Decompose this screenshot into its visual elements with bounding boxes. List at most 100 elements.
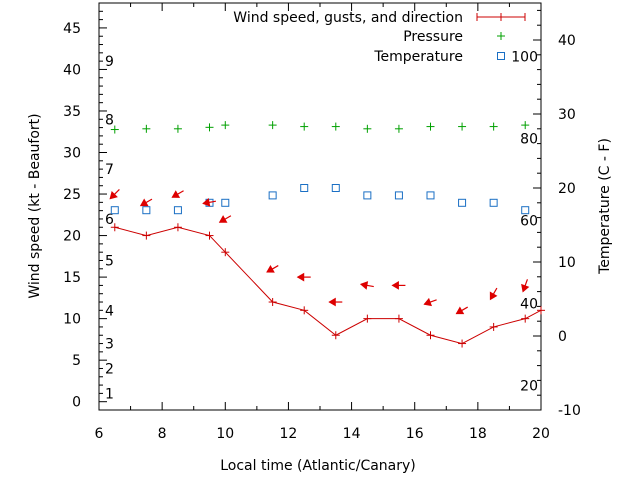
beaufort-label: 9 xyxy=(105,54,114,70)
y-axis-right-title: Temperature (C - F) xyxy=(597,138,613,275)
wind-direction-arrow xyxy=(202,198,217,207)
wind-speed-point xyxy=(537,306,545,315)
arrow-head xyxy=(328,297,336,307)
beaufort-label: 1 xyxy=(105,386,114,402)
arrow-head xyxy=(455,306,465,315)
temperature-point xyxy=(142,206,151,215)
legend: Wind speed, gusts, and direction Pressur… xyxy=(233,10,526,65)
wind-speed-point xyxy=(110,223,119,232)
y-left-tick-label: 35 xyxy=(63,104,81,120)
wind-speed-point xyxy=(489,322,498,331)
temperature-point xyxy=(458,198,467,207)
arrow-head xyxy=(423,297,432,307)
arrow-head xyxy=(391,281,399,290)
legend-temperature-label: Temperature xyxy=(373,49,463,65)
arrow-head xyxy=(489,291,498,301)
wind-direction-arrow xyxy=(218,215,232,223)
y-axis-left-title: Wind speed (kt - Beaufort) xyxy=(27,113,43,298)
wind-speed-point xyxy=(268,298,277,307)
y-right-tick-label: 30 xyxy=(558,107,576,123)
pressure-point xyxy=(110,125,119,134)
wind-direction-arrow xyxy=(455,306,469,315)
wind-direction-arrow xyxy=(266,265,279,273)
y-left-tick-label: 0 xyxy=(72,395,81,411)
x-tick-label: 14 xyxy=(343,426,361,442)
wind-direction-arrow xyxy=(521,279,530,293)
beaufort-label: 6 xyxy=(105,212,114,228)
fahrenheit-label: 100 xyxy=(511,49,538,65)
arrow-head xyxy=(202,198,211,207)
wind-speed-point xyxy=(221,248,230,257)
arrow-head xyxy=(218,215,228,223)
y-left-tick-label: 25 xyxy=(63,187,81,203)
pressure-point xyxy=(142,124,151,133)
axes-layer: 6 8 10 12 14 16 18 20051015202530354045-1001020… xyxy=(63,2,581,442)
pressure-point xyxy=(268,121,277,130)
fahrenheit-label: 20 xyxy=(520,379,538,395)
wind-direction-arrow xyxy=(359,281,374,290)
x-axis-title: Local time (Atlantic/Canary) xyxy=(220,458,416,474)
temperature-point xyxy=(221,198,230,207)
arrow-head xyxy=(296,272,305,282)
y-left-tick-label: 10 xyxy=(63,312,81,328)
arrow-head xyxy=(171,190,181,198)
pressure-point xyxy=(426,122,435,131)
temperature-point xyxy=(173,206,182,215)
temperature-point xyxy=(300,184,309,192)
y-left-tick-label: 45 xyxy=(63,21,81,37)
wind-direction-arrow xyxy=(391,281,406,290)
pressure-point xyxy=(458,122,467,131)
legend-pressure-marker xyxy=(497,32,505,40)
y-left-tick-label: 30 xyxy=(63,146,81,162)
temperature-point xyxy=(363,191,372,200)
pressure-point xyxy=(363,124,372,133)
wind-direction-arrow xyxy=(489,287,498,301)
y-right-tick-label: 40 xyxy=(558,33,576,49)
wind-speed-point xyxy=(142,231,151,240)
legend-wind-marker xyxy=(497,13,505,21)
wind-speed-line xyxy=(114,226,542,345)
wind-speed-point xyxy=(331,331,340,340)
beaufort-label: 8 xyxy=(105,112,114,128)
temperature-point xyxy=(268,191,277,200)
beaufort-label: 7 xyxy=(105,162,114,178)
plot-frame xyxy=(98,2,542,411)
wind-speed-point xyxy=(363,314,372,323)
pressure-point xyxy=(394,124,403,133)
pressure-point xyxy=(331,122,340,131)
x-tick-label: 16 xyxy=(406,426,424,442)
y-left-tick-label: 40 xyxy=(63,62,81,78)
arrow-head xyxy=(266,265,275,273)
pressure-point xyxy=(300,122,309,131)
legend-wind-label: Wind speed, gusts, and direction xyxy=(233,10,463,26)
arrow-head xyxy=(139,198,149,207)
fahrenheit-label: 80 xyxy=(520,131,538,147)
pressure-point xyxy=(221,121,230,130)
wind-direction-arrow xyxy=(296,272,311,282)
temperature-point xyxy=(426,191,435,200)
temperature-point xyxy=(489,198,498,207)
wind-direction-arrow xyxy=(328,297,343,307)
wind-speed-point xyxy=(300,306,309,315)
temperature-point xyxy=(331,184,340,192)
arrow-head xyxy=(359,281,369,290)
beaufort-label: 3 xyxy=(105,337,114,353)
wind-direction-arrow xyxy=(171,190,184,198)
x-tick-label: 6 xyxy=(95,426,104,442)
wind-speed-point xyxy=(426,331,435,340)
wind-direction-arrow xyxy=(423,297,437,307)
pressure-point xyxy=(205,123,214,132)
wind-speed-point xyxy=(394,314,403,323)
arrow-head xyxy=(109,190,118,200)
x-tick-label: 18 xyxy=(469,426,487,442)
y-left-tick-label: 20 xyxy=(63,229,81,245)
y-right-tick-label: 10 xyxy=(558,255,576,271)
x-tick-label: 8 xyxy=(158,426,167,442)
legend-temperature-marker xyxy=(497,52,505,60)
x-tick-label: 10 xyxy=(216,426,234,442)
beaufort-label: 5 xyxy=(105,253,114,269)
wind-direction-arrow xyxy=(139,198,153,207)
y-left-tick-label: 5 xyxy=(72,353,81,369)
beaufort-label: 4 xyxy=(105,303,114,319)
